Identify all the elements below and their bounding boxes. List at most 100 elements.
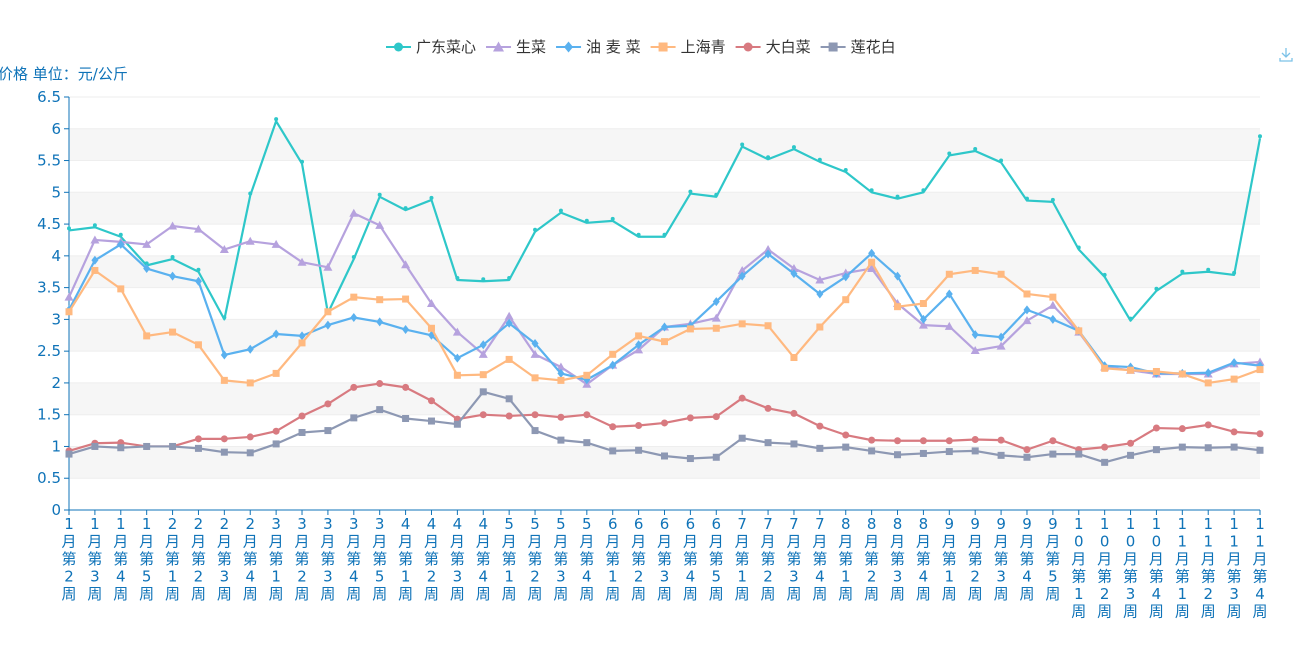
data-point bbox=[919, 300, 927, 307]
data-point bbox=[868, 447, 876, 455]
data-point bbox=[193, 224, 203, 233]
data-point bbox=[91, 255, 99, 265]
data-point bbox=[919, 314, 927, 324]
data-point bbox=[1101, 443, 1109, 451]
legend-item[interactable]: 油 麦 菜 bbox=[556, 38, 641, 56]
data-point bbox=[894, 437, 902, 445]
x-tick-label: 6 月第 1 周 bbox=[605, 515, 620, 603]
data-point bbox=[919, 449, 927, 457]
data-point bbox=[557, 368, 565, 378]
data-point bbox=[635, 340, 643, 350]
data-point bbox=[789, 264, 799, 273]
data-point bbox=[1230, 443, 1238, 451]
data-point bbox=[1230, 375, 1238, 383]
data-point bbox=[635, 446, 643, 454]
x-tick-label: 2 月第 1 周 bbox=[165, 515, 180, 603]
data-point bbox=[375, 220, 385, 229]
legend-item[interactable]: 上海青 bbox=[650, 38, 726, 56]
data-point bbox=[999, 158, 1004, 163]
data-point bbox=[790, 269, 798, 279]
y-tick-label: 2.5 bbox=[37, 342, 61, 360]
data-point bbox=[971, 435, 979, 443]
data-point bbox=[1024, 196, 1029, 201]
legend-symbol bbox=[743, 42, 753, 52]
data-point bbox=[479, 371, 487, 379]
data-point bbox=[1101, 364, 1109, 372]
data-point bbox=[609, 423, 617, 431]
data-point bbox=[92, 223, 97, 228]
data-point bbox=[1022, 316, 1032, 325]
data-point bbox=[997, 451, 1005, 459]
data-point bbox=[248, 191, 253, 196]
data-point bbox=[274, 117, 279, 122]
data-point bbox=[1023, 446, 1031, 454]
x-tick-label: 1 月第 3 周 bbox=[87, 515, 102, 603]
download-icon[interactable] bbox=[1277, 45, 1295, 63]
data-point bbox=[194, 435, 202, 443]
data-point bbox=[1178, 443, 1186, 451]
data-point bbox=[1154, 286, 1159, 291]
legend-item[interactable]: 大白菜 bbox=[735, 38, 811, 56]
data-point bbox=[1206, 267, 1211, 272]
legend-label: 上海青 bbox=[681, 38, 726, 56]
data-point bbox=[947, 151, 952, 156]
data-point bbox=[246, 433, 254, 441]
data-point bbox=[921, 188, 926, 193]
data-point bbox=[609, 350, 617, 358]
data-point bbox=[143, 442, 151, 450]
data-point bbox=[401, 260, 411, 269]
data-point bbox=[402, 415, 410, 423]
series-广东菜心 bbox=[67, 117, 1262, 322]
series-莲花白 bbox=[65, 388, 1264, 466]
data-point bbox=[1050, 197, 1055, 202]
data-point bbox=[661, 322, 668, 332]
data-point bbox=[1102, 272, 1107, 277]
data-point bbox=[686, 325, 694, 333]
legend-symbol bbox=[828, 42, 838, 52]
data-point bbox=[868, 248, 876, 258]
data-point bbox=[429, 195, 434, 200]
legend-item[interactable]: 莲花白 bbox=[820, 38, 896, 56]
legend-symbol bbox=[564, 41, 574, 53]
data-point bbox=[1152, 424, 1160, 432]
data-point bbox=[712, 453, 720, 461]
data-point bbox=[842, 431, 850, 439]
grid-band bbox=[69, 224, 1260, 256]
data-point bbox=[505, 395, 513, 403]
legend-item[interactable]: 生菜 bbox=[486, 38, 546, 56]
data-point bbox=[688, 189, 693, 194]
data-point bbox=[531, 374, 539, 382]
data-point bbox=[1049, 293, 1057, 301]
data-point bbox=[298, 412, 306, 420]
x-tick-label: 8 月第 2 周 bbox=[864, 515, 879, 603]
data-point bbox=[426, 299, 436, 307]
data-point bbox=[222, 315, 227, 320]
data-point bbox=[584, 218, 589, 223]
data-point bbox=[196, 267, 201, 272]
legend-label: 大白菜 bbox=[766, 38, 811, 56]
data-point bbox=[219, 244, 229, 253]
data-point bbox=[815, 275, 825, 284]
data-point bbox=[427, 417, 435, 425]
data-point bbox=[738, 320, 746, 328]
data-point bbox=[376, 296, 384, 304]
data-point bbox=[737, 265, 747, 274]
data-point bbox=[1075, 327, 1083, 335]
y-tick-label: 2 bbox=[51, 374, 61, 392]
data-point bbox=[427, 324, 435, 332]
data-point bbox=[919, 437, 927, 445]
data-point bbox=[609, 360, 617, 370]
data-point bbox=[350, 414, 358, 422]
data-point bbox=[1128, 316, 1133, 321]
data-point bbox=[324, 308, 332, 316]
data-point bbox=[790, 354, 798, 362]
data-point bbox=[272, 329, 280, 339]
x-tick-label: 5 月第 2 周 bbox=[528, 515, 543, 603]
data-point bbox=[712, 324, 720, 332]
data-point bbox=[712, 413, 720, 421]
data-point bbox=[738, 394, 746, 402]
legend-item[interactable]: 广东菜心 bbox=[386, 38, 476, 56]
data-point bbox=[376, 380, 384, 388]
data-point bbox=[1049, 450, 1057, 458]
data-point bbox=[867, 264, 877, 273]
